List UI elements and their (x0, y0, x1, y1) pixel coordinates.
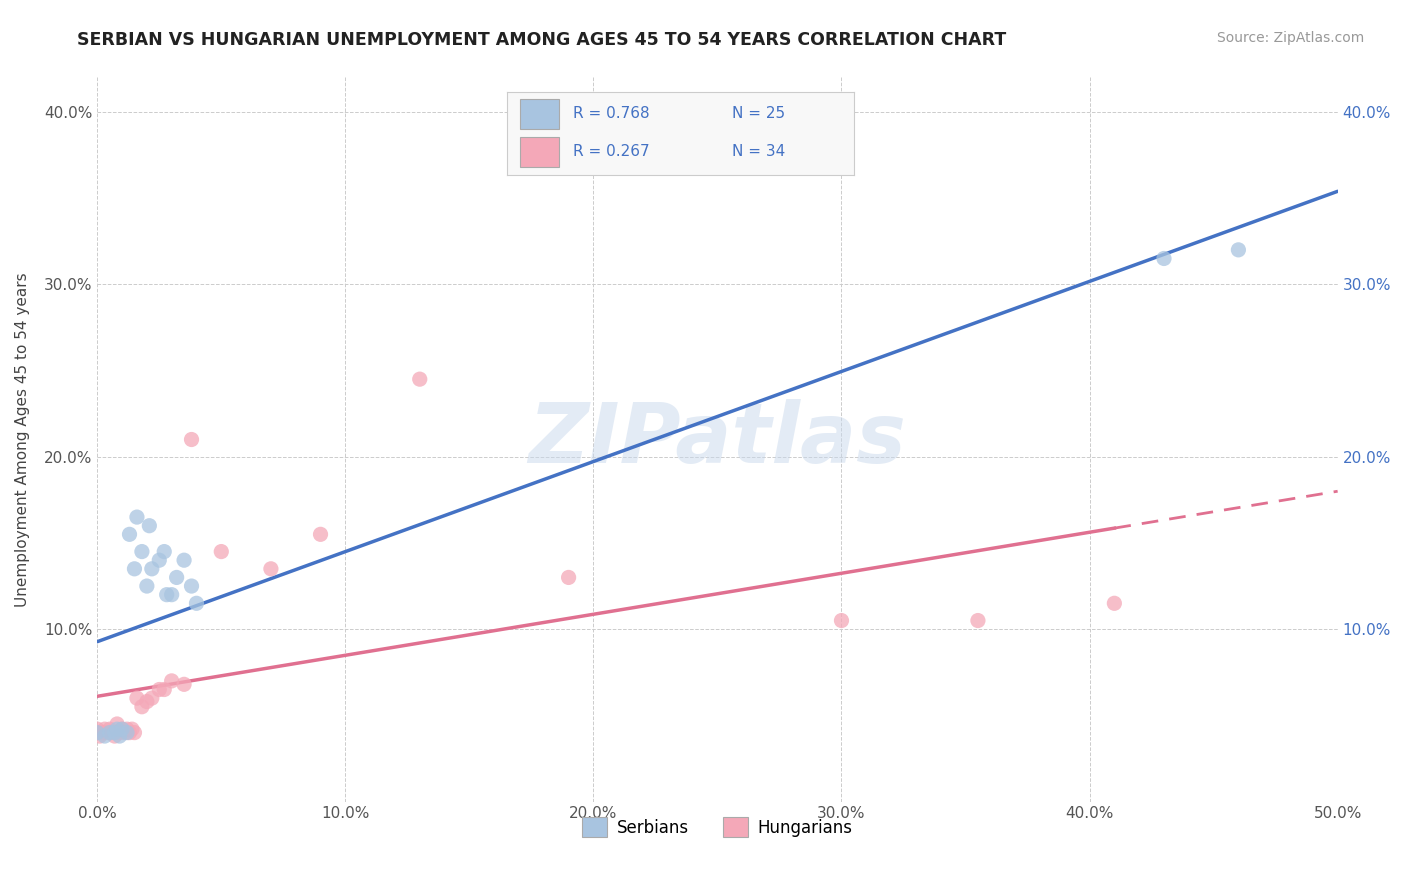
Point (125, 510, 148, 524)
Point (91, 725, 114, 739)
Point (115, 725, 138, 739)
Point (180, 433, 202, 447)
Point (124, 725, 146, 739)
Point (86, 725, 108, 739)
Point (86, 722, 108, 736)
Point (153, 544, 176, 558)
Point (209, 544, 232, 558)
Point (180, 579, 202, 593)
Point (93, 729, 115, 743)
Point (104, 725, 127, 739)
Point (1104, 596, 1126, 610)
Point (98, 722, 121, 736)
Point (105, 722, 128, 736)
Point (186, 596, 208, 610)
Text: ZIPatlas: ZIPatlas (529, 399, 907, 480)
Legend: Serbians, Hungarians: Serbians, Hungarians (575, 810, 859, 844)
Point (114, 725, 136, 739)
Point (173, 553, 195, 567)
Point (153, 682, 176, 697)
Point (118, 725, 141, 739)
Point (118, 527, 141, 541)
Point (111, 722, 134, 736)
Point (141, 562, 163, 576)
Text: SERBIAN VS HUNGARIAN UNEMPLOYMENT AMONG AGES 45 TO 54 YEARS CORRELATION CHART: SERBIAN VS HUNGARIAN UNEMPLOYMENT AMONG … (77, 31, 1007, 49)
Point (967, 614, 990, 628)
Point (108, 729, 131, 743)
Point (135, 695, 157, 709)
Point (830, 614, 852, 628)
Point (131, 699, 153, 714)
Point (1227, 243, 1250, 257)
Point (309, 527, 332, 541)
Point (125, 691, 148, 706)
Text: Source: ZipAtlas.com: Source: ZipAtlas.com (1216, 31, 1364, 45)
Point (160, 673, 183, 688)
Point (101, 725, 124, 739)
Y-axis label: Unemployment Among Ages 45 to 54 years: Unemployment Among Ages 45 to 54 years (15, 272, 30, 607)
Point (557, 570, 579, 584)
Point (111, 722, 134, 736)
Point (138, 518, 160, 533)
Point (156, 588, 179, 602)
Point (86, 725, 108, 739)
Point (166, 570, 188, 584)
Point (124, 562, 146, 576)
Point (148, 682, 170, 697)
Point (98, 725, 121, 739)
Point (89, 729, 111, 743)
Point (160, 588, 183, 602)
Point (108, 725, 131, 739)
Point (131, 544, 153, 558)
Point (141, 691, 163, 706)
Point (409, 372, 432, 386)
Point (105, 717, 128, 731)
Point (173, 677, 195, 691)
Point (1153, 252, 1175, 266)
Point (135, 579, 157, 593)
Point (93, 722, 115, 736)
Point (104, 729, 127, 743)
Point (260, 562, 283, 576)
Point (96, 725, 118, 739)
Point (148, 553, 170, 567)
Point (115, 722, 138, 736)
Point (121, 722, 143, 736)
